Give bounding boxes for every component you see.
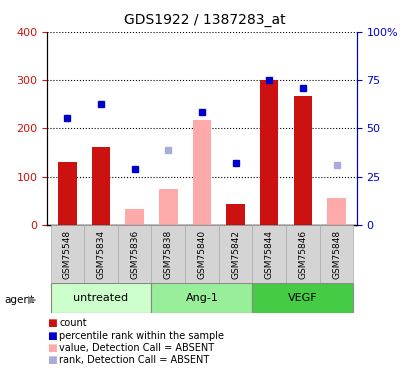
Bar xyxy=(326,198,345,225)
Bar xyxy=(252,283,353,313)
Bar xyxy=(117,225,151,283)
Text: GDS1922 / 1387283_at: GDS1922 / 1387283_at xyxy=(124,13,285,27)
Bar xyxy=(92,147,110,225)
Bar xyxy=(58,162,76,225)
Text: GSM75848: GSM75848 xyxy=(331,230,340,279)
Text: Ang-1: Ang-1 xyxy=(185,293,218,303)
Text: ■: ■ xyxy=(47,331,57,340)
Text: GSM75844: GSM75844 xyxy=(264,230,273,279)
Text: count: count xyxy=(59,318,87,328)
Text: percentile rank within the sample: percentile rank within the sample xyxy=(59,331,224,340)
Bar xyxy=(259,80,278,225)
Text: untreated: untreated xyxy=(73,293,128,303)
Bar xyxy=(159,189,177,225)
Bar xyxy=(50,283,151,313)
Bar xyxy=(285,225,319,283)
Bar xyxy=(125,209,144,225)
Text: VEGF: VEGF xyxy=(288,293,317,303)
Bar xyxy=(151,283,252,313)
Text: GSM75834: GSM75834 xyxy=(96,230,105,279)
Bar xyxy=(218,225,252,283)
Bar xyxy=(151,225,184,283)
Bar xyxy=(252,225,285,283)
Text: ■: ■ xyxy=(47,318,57,328)
Text: agent: agent xyxy=(4,295,34,305)
Text: GSM75548: GSM75548 xyxy=(63,230,72,279)
Text: ■: ■ xyxy=(47,343,57,353)
Bar xyxy=(84,225,117,283)
Bar xyxy=(226,204,244,225)
Text: ▶: ▶ xyxy=(28,295,36,305)
Text: rank, Detection Call = ABSENT: rank, Detection Call = ABSENT xyxy=(59,356,209,365)
Text: GSM75842: GSM75842 xyxy=(231,230,240,279)
Text: GSM75846: GSM75846 xyxy=(298,230,307,279)
Bar xyxy=(293,96,311,225)
Bar xyxy=(50,225,84,283)
Bar xyxy=(319,225,353,283)
Bar xyxy=(184,225,218,283)
Text: GSM75836: GSM75836 xyxy=(130,230,139,279)
Text: value, Detection Call = ABSENT: value, Detection Call = ABSENT xyxy=(59,343,214,353)
Text: ■: ■ xyxy=(47,356,57,365)
Text: GSM75838: GSM75838 xyxy=(163,230,172,279)
Bar xyxy=(192,120,211,225)
Text: GSM75840: GSM75840 xyxy=(197,230,206,279)
